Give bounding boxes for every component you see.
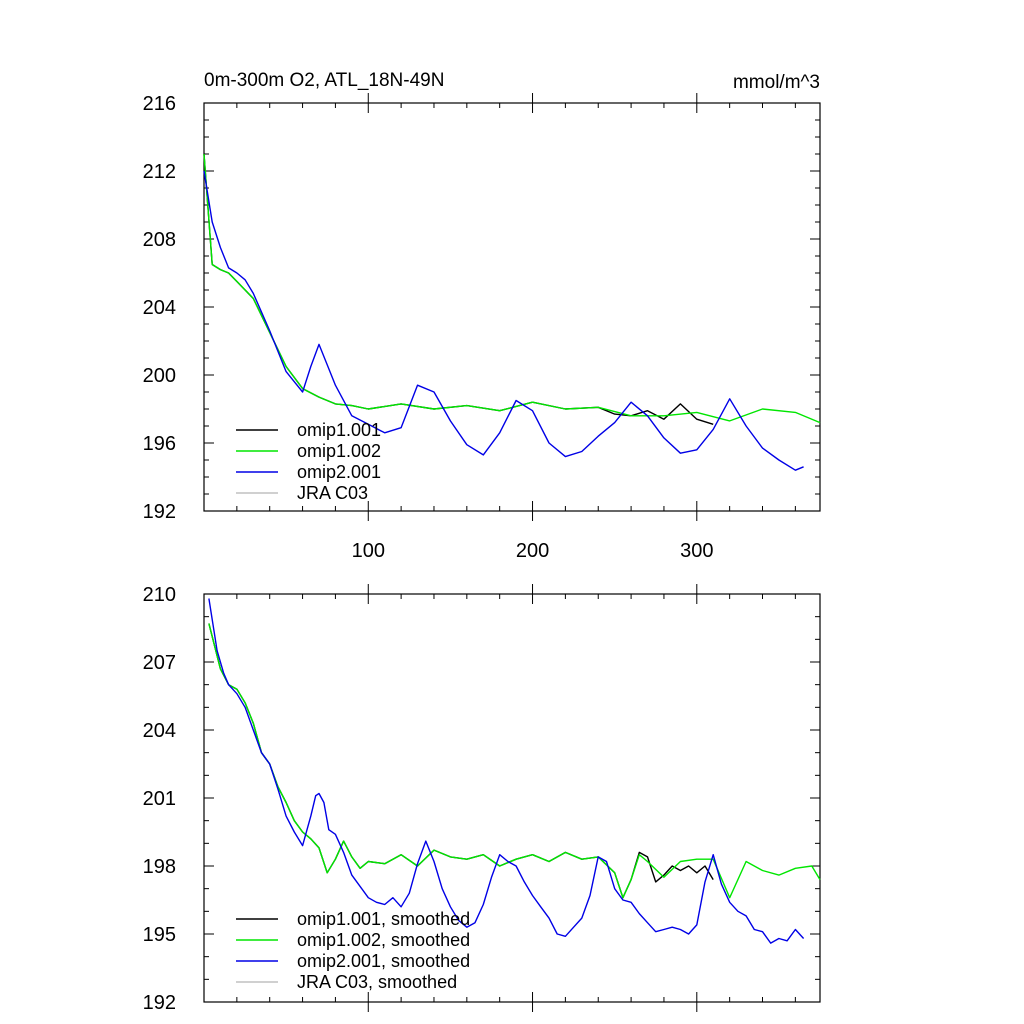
y-tick-label: 207: [143, 652, 176, 674]
x-tick-label: 300: [680, 540, 713, 562]
y-tick-label: 204: [143, 297, 176, 319]
y-tick-label: 208: [143, 229, 176, 251]
legend-label-0: omip1.001, smoothed: [297, 909, 470, 929]
series-line-2: [203, 170, 804, 471]
top-panel: 0m-300m O2, ATL_18N-49N mmol/m^3 192 196 2…: [143, 70, 821, 562]
plot-frame: [203, 102, 821, 512]
x-tick-label: 200: [516, 540, 549, 562]
legend-label-1: omip1.002, smoothed: [297, 930, 470, 950]
legend-label-0: omip1.001: [297, 420, 381, 440]
y-tick-label: 212: [143, 161, 176, 183]
legend-label-3: JRA C03: [297, 483, 368, 503]
legend-label-1: omip1.002: [297, 441, 381, 461]
y-tick-label: 192: [143, 501, 176, 523]
y-tick-label: 198: [143, 856, 176, 878]
y-tick-label: 210: [143, 584, 176, 606]
legend-label-2: omip2.001, smoothed: [297, 951, 470, 971]
legend-label-3: JRA C03, smoothed: [297, 972, 457, 992]
y-tick-label: 192: [143, 992, 176, 1014]
y-tick-label: 201: [143, 788, 176, 810]
x-tick-label: 100: [352, 540, 385, 562]
y-tick-label: 195: [143, 924, 176, 946]
series-line-0: [208, 623, 714, 899]
top-panel-units: mmol/m^3: [733, 72, 820, 93]
series-line-0: [203, 153, 714, 425]
top-panel-title: 0m-300m O2, ATL_18N-49N: [204, 70, 444, 91]
y-tick-label: 216: [143, 93, 176, 115]
y-tick-label: 196: [143, 433, 176, 455]
plot-frame: [203, 593, 821, 1003]
y-tick-label: 200: [143, 365, 176, 387]
series-line-1: [208, 623, 821, 899]
series-line-2: [208, 598, 805, 944]
y-tick-label: 204: [143, 720, 176, 742]
series-line-1: [203, 153, 821, 424]
legend-label-2: omip2.001: [297, 462, 381, 482]
bottom-panel: 192 195 198 201 204 207 210 omip1.001, smoothed…: [143, 584, 821, 1014]
